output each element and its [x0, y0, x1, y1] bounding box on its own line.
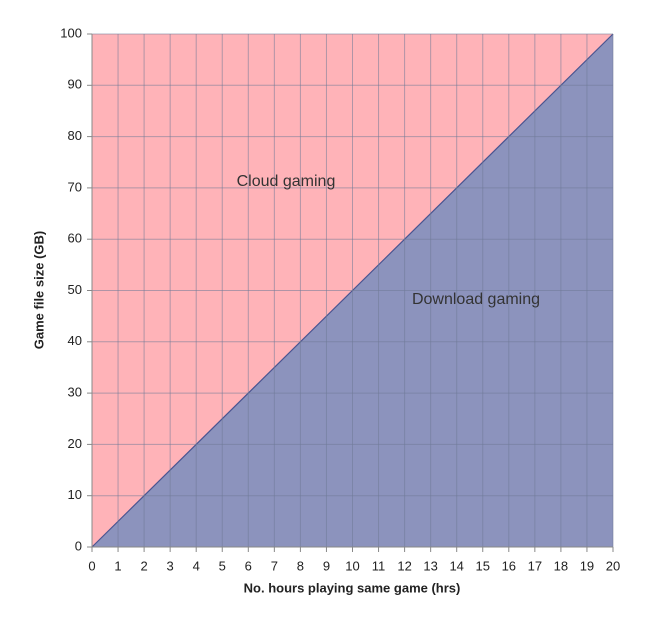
x-tick-label: 9 [323, 558, 330, 573]
y-tick-label: 0 [75, 538, 82, 553]
x-tick-label: 1 [114, 558, 121, 573]
y-axis-label: Game file size (GB) [31, 231, 46, 349]
x-axis-label: No. hours playing same game (hrs) [244, 580, 461, 595]
x-tick-label: 6 [245, 558, 252, 573]
x-tick-label: 8 [297, 558, 304, 573]
x-tick-label: 0 [88, 558, 95, 573]
x-tick-label: 13 [423, 558, 437, 573]
annotation: Download gaming [412, 291, 540, 308]
x-tick-label: 19 [580, 558, 594, 573]
x-tick-label: 16 [502, 558, 516, 573]
y-tick-label: 90 [68, 77, 82, 92]
x-tick-label: 14 [449, 558, 463, 573]
x-tick-label: 11 [372, 558, 386, 573]
y-tick-label: 100 [60, 25, 82, 40]
y-tick-label: 70 [68, 179, 82, 194]
x-tick-label: 4 [193, 558, 200, 573]
y-tick-label: 80 [68, 128, 82, 143]
x-tick-label: 12 [397, 558, 411, 573]
y-tick-label: 40 [68, 333, 82, 348]
x-tick-label: 20 [606, 558, 620, 573]
y-tick-label: 30 [68, 385, 82, 400]
y-tick-label: 50 [68, 282, 82, 297]
x-tick-label: 3 [167, 558, 174, 573]
x-tick-label: 10 [345, 558, 359, 573]
y-tick-label: 10 [68, 487, 82, 502]
x-tick-label: 5 [219, 558, 226, 573]
x-tick-label: 7 [271, 558, 278, 573]
x-tick-label: 17 [528, 558, 542, 573]
y-tick-label: 20 [68, 436, 82, 451]
x-tick-label: 18 [554, 558, 568, 573]
annotation: Cloud gaming [237, 173, 336, 190]
y-tick-label: 60 [68, 231, 82, 246]
x-tick-label: 15 [476, 558, 490, 573]
x-tick-label: 2 [140, 558, 147, 573]
